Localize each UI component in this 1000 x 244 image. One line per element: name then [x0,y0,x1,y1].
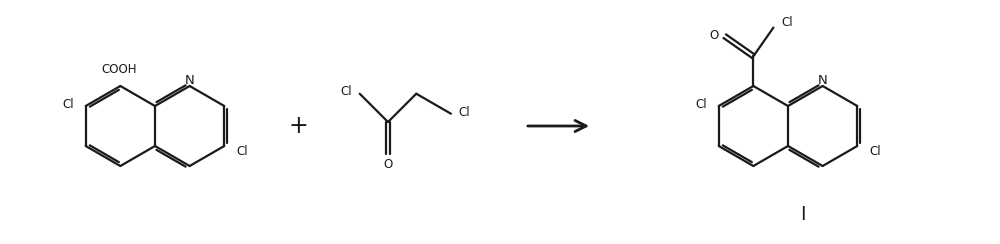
Text: O: O [709,29,718,42]
Text: Cl: Cl [340,85,352,98]
Text: Cl: Cl [62,99,74,112]
Text: COOH: COOH [102,63,137,76]
Text: +: + [288,114,308,138]
Text: Cl: Cl [782,16,793,29]
Text: Cl: Cl [236,145,248,158]
Text: I: I [800,204,806,224]
Text: O: O [383,157,393,171]
Text: N: N [185,74,195,87]
Text: N: N [818,74,828,87]
Text: Cl: Cl [459,106,470,119]
Text: Cl: Cl [869,145,881,158]
Text: Cl: Cl [695,99,707,112]
